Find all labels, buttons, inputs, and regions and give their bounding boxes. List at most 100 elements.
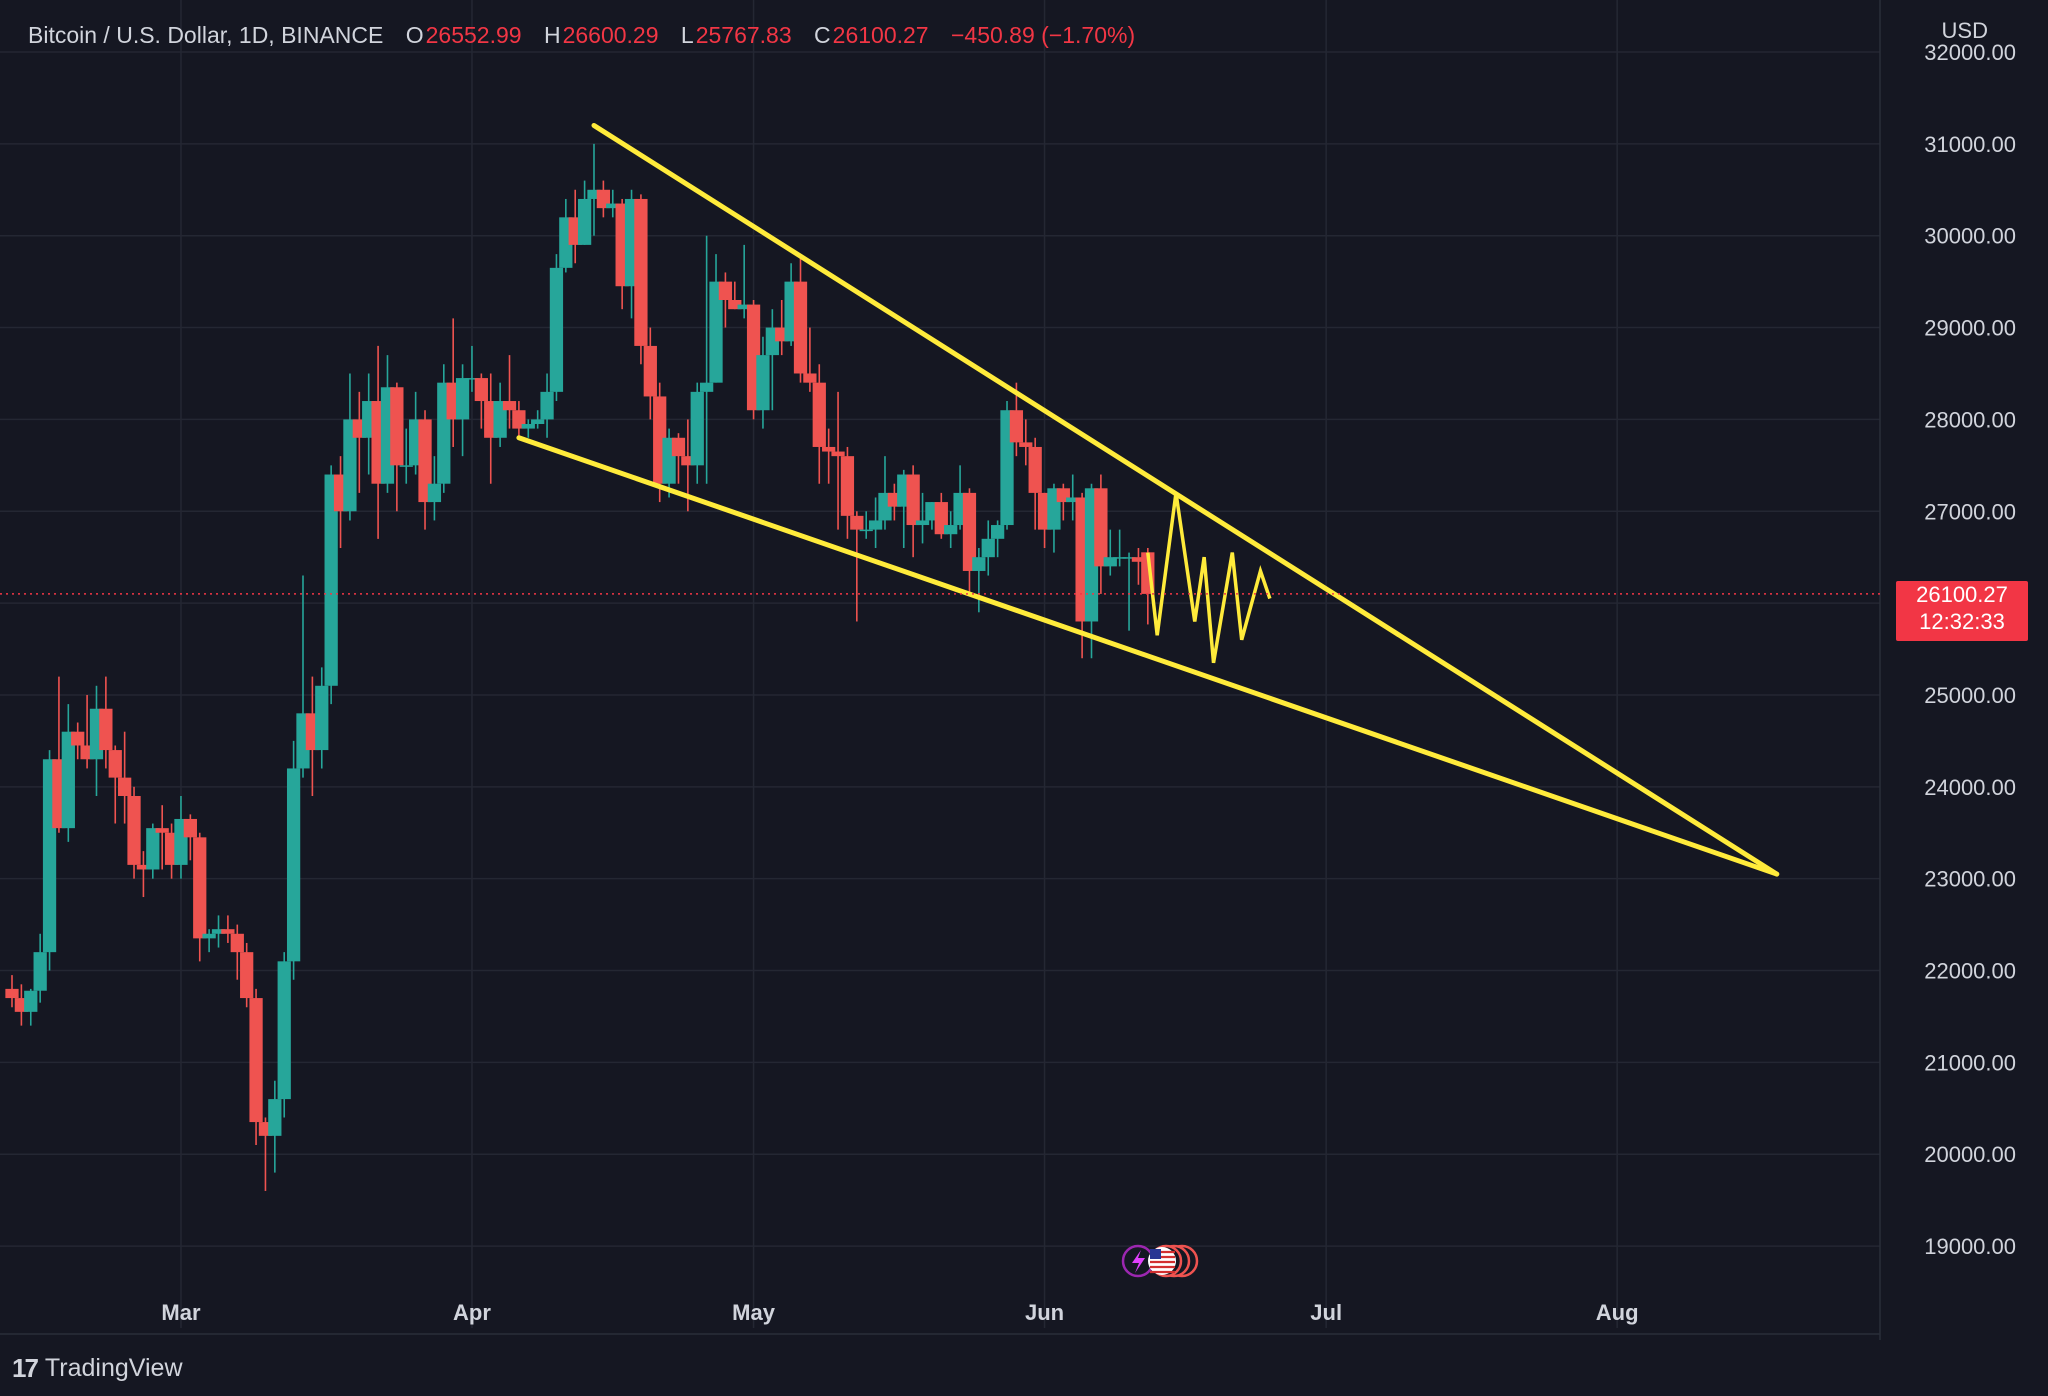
- candle-body: [118, 777, 132, 796]
- bar-countdown: 12:32:33: [1919, 609, 2005, 634]
- candle: [174, 796, 188, 879]
- candle: [390, 382, 404, 512]
- candle-body: [324, 474, 338, 686]
- time-tick-label: Jun: [1025, 1300, 1064, 1325]
- close-value: 26100.27: [832, 22, 929, 48]
- candle: [981, 520, 995, 576]
- time-tick-label: May: [732, 1300, 776, 1325]
- candle-body: [868, 520, 883, 530]
- candle: [1122, 552, 1136, 631]
- open-label: O: [405, 22, 424, 48]
- candle-body: [465, 378, 479, 380]
- time-tick-label: Aug: [1596, 1300, 1639, 1325]
- candle: [249, 988, 263, 1146]
- symbol-title[interactable]: Bitcoin / U.S. Dollar, 1D, BINANCE: [28, 22, 384, 48]
- candle: [803, 327, 817, 392]
- candle: [502, 355, 517, 429]
- lightning-glyph: [1132, 1250, 1145, 1273]
- candle: [427, 456, 442, 521]
- candle-body: [127, 796, 141, 865]
- candle-body: [146, 828, 160, 870]
- candle-body: [850, 515, 864, 530]
- candle: [944, 511, 958, 548]
- candle: [268, 1080, 282, 1173]
- candle-body: [455, 378, 470, 420]
- candle-body: [906, 474, 920, 526]
- price-tick-label: 24000.00: [1924, 775, 2016, 800]
- candle-body: [1094, 488, 1108, 567]
- candle-body: [700, 382, 714, 392]
- candle: [577, 180, 592, 245]
- candle-body: [1131, 557, 1146, 562]
- candle-body: [756, 355, 770, 411]
- candle-body: [803, 373, 817, 383]
- candle: [531, 410, 545, 429]
- candle-body: [71, 731, 85, 746]
- candle-body: [33, 952, 47, 991]
- price-tick-label: 28000.00: [1924, 407, 2016, 432]
- candle-body: [521, 424, 535, 429]
- time-axis: Mar Apr May Jun Jul Aug: [161, 1300, 1638, 1325]
- candle-body: [944, 525, 958, 535]
- candle: [596, 180, 611, 218]
- candle-body: [136, 864, 151, 870]
- candle-series: [5, 143, 1155, 1191]
- candle-body: [812, 382, 826, 447]
- candle-body: [427, 483, 442, 503]
- candle-body: [822, 446, 836, 452]
- candle-body: [643, 345, 657, 397]
- candle: [812, 364, 826, 484]
- tradingview-logo-mark: 17: [12, 1353, 39, 1383]
- candle: [5, 975, 19, 1008]
- candle-body: [728, 300, 742, 310]
- candle: [286, 740, 301, 980]
- candle: [756, 336, 770, 429]
- price-tick-label: 20000.00: [1924, 1142, 2016, 1167]
- candle-body: [549, 267, 564, 392]
- candle: [146, 823, 160, 879]
- lower-trendline: [516, 435, 1780, 877]
- candle-body: [831, 451, 845, 457]
- high-value: 26600.29: [562, 22, 659, 48]
- candle: [418, 410, 432, 530]
- symbol-header: Bitcoin / U.S. Dollar, 1D, BINANCE O2655…: [28, 22, 1137, 49]
- candle-body: [155, 828, 169, 833]
- time-tick-label: Jul: [1310, 1300, 1342, 1325]
- candle: [643, 327, 657, 420]
- candle: [671, 433, 686, 484]
- candle-body: [587, 189, 601, 199]
- candle-body: [249, 998, 263, 1123]
- event-markers: [1121, 1244, 1199, 1278]
- candle-body: [737, 304, 751, 310]
- candle: [240, 942, 254, 1008]
- candle-body: [315, 685, 329, 751]
- candle: [183, 814, 197, 861]
- candle: [211, 915, 226, 948]
- candle: [634, 194, 648, 365]
- candle: [324, 465, 338, 705]
- currency-label[interactable]: USD: [1941, 18, 1988, 43]
- candle: [859, 511, 873, 539]
- time-tick-label: Mar: [161, 1300, 201, 1325]
- candle: [690, 382, 704, 484]
- candle-body: [5, 988, 19, 999]
- candle-body: [606, 203, 620, 209]
- candle-body: [418, 419, 432, 503]
- candle: [399, 428, 413, 484]
- candle: [61, 704, 75, 842]
- candle: [868, 497, 883, 548]
- candle: [972, 548, 986, 613]
- low-value: 25767.83: [695, 22, 792, 48]
- candle: [493, 382, 507, 447]
- candle-body: [193, 837, 207, 939]
- candle: [118, 731, 132, 824]
- candle-body: [634, 198, 648, 346]
- tradingview-logo[interactable]: 17 TradingView: [12, 1353, 183, 1384]
- candle: [202, 929, 216, 953]
- current-price-tag: 26100.27 12:32:33: [1896, 581, 2028, 641]
- candle-body: [240, 952, 254, 999]
- candle-body: [1028, 446, 1042, 493]
- candle-body: [1066, 497, 1080, 503]
- candle-body: [211, 929, 226, 934]
